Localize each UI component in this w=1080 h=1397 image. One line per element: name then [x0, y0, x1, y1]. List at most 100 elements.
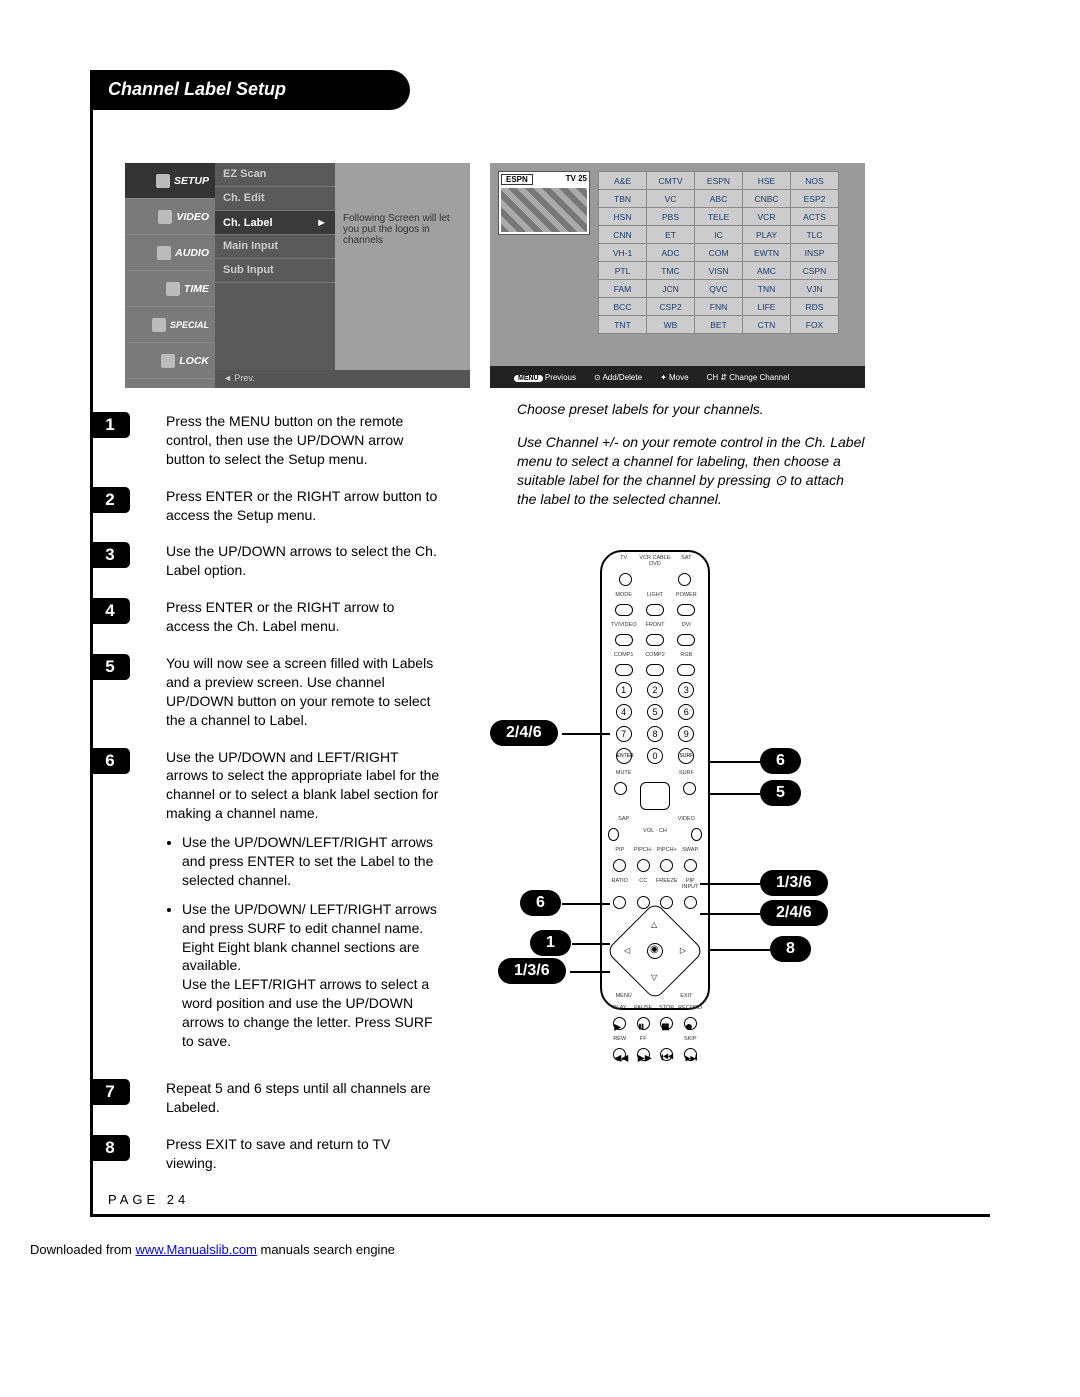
skip-back-button[interactable]: ⏮	[660, 1048, 673, 1061]
preview-image	[501, 188, 587, 232]
channel-label-screenshot: ESPNTV 25 A&ECMTVESPNHSENOSTBNVCABCCNBCE…	[490, 163, 865, 388]
comp2-button[interactable]	[646, 664, 664, 676]
menu-item: EZ Scan	[215, 163, 335, 187]
vol-ch-rocker[interactable]	[640, 782, 670, 810]
numpad-enter[interactable]: ENTER	[616, 748, 632, 764]
ratio-button[interactable]	[613, 896, 626, 909]
setup-menu-screenshot: SETUP VIDEO AUDIO TIME SPECIAL LOCK EZ S…	[125, 163, 470, 388]
numpad-4[interactable]: 4	[616, 704, 632, 720]
channel-cell: A&E	[599, 172, 647, 190]
channel-cell: IC	[695, 226, 743, 244]
channel-cell: FNN	[695, 298, 743, 316]
chevron-right-icon: ►	[316, 217, 327, 229]
step-text: Press ENTER or the RIGHT arrow button to…	[166, 487, 440, 525]
channel-cell: TNN	[743, 280, 791, 298]
tvvideo-button[interactable]	[615, 634, 633, 646]
step-number: 8	[90, 1135, 130, 1161]
special-icon	[152, 318, 166, 332]
channel-cell: PTL	[599, 262, 647, 280]
comp1-button[interactable]	[615, 664, 633, 676]
menu-item: Main Input	[215, 235, 335, 259]
setup-icon	[156, 174, 170, 188]
step-number: 1	[90, 412, 130, 438]
channel-cell: CSPN	[791, 262, 839, 280]
channel-cell: TBN	[599, 190, 647, 208]
front-button[interactable]	[646, 634, 664, 646]
menu-tab-time: TIME	[125, 271, 215, 307]
download-footer: Downloaded from www.Manualslib.com manua…	[30, 1242, 395, 1257]
channel-cell: FOX	[791, 316, 839, 334]
manualslib-link[interactable]: www.Manualslib.com	[136, 1242, 257, 1257]
video-button[interactable]	[691, 828, 702, 841]
channel-cell: VC	[647, 190, 695, 208]
pip-button[interactable]	[613, 859, 626, 872]
channel-cell: AMC	[743, 262, 791, 280]
numpad-7[interactable]: 7	[616, 726, 632, 742]
channel-cell: CSP2	[647, 298, 695, 316]
sap-button[interactable]	[608, 828, 619, 841]
menu-tab-audio: AUDIO	[125, 235, 215, 271]
swap-button[interactable]	[684, 859, 697, 872]
channel-cell: VJN	[791, 280, 839, 298]
light-button[interactable]	[646, 604, 664, 616]
numpad-6[interactable]: 6	[678, 704, 694, 720]
callout-badge: 2/4/6	[760, 900, 828, 926]
steps-list: 1Press the MENU button on the remote con…	[90, 412, 440, 1191]
skip-fwd-button[interactable]: ⏭	[684, 1048, 697, 1061]
channel-cell: BCC	[599, 298, 647, 316]
stop-button[interactable]: ■	[660, 1017, 673, 1030]
mute-button[interactable]	[614, 782, 627, 795]
menu-description: Following Screen will let you put the lo…	[335, 163, 470, 388]
pipch-minus-button[interactable]	[637, 859, 650, 872]
numpad-2[interactable]: 2	[647, 682, 663, 698]
rgb-button[interactable]	[677, 664, 695, 676]
pipinput-button[interactable]	[684, 896, 697, 909]
channel-cell: EWTN	[743, 244, 791, 262]
channel-cell: JCN	[647, 280, 695, 298]
right-arrow-icon[interactable]: ▷	[680, 946, 686, 955]
numpad-0[interactable]: 0	[647, 748, 663, 764]
channel-cell: ESP2	[791, 190, 839, 208]
channel-cell: BET	[695, 316, 743, 334]
channel-cell: NOS	[791, 172, 839, 190]
up-arrow-icon[interactable]: △	[651, 920, 657, 929]
callout-badge: 1	[530, 930, 571, 956]
step-text: Use the UP/DOWN arrows to select the Ch.…	[166, 542, 440, 580]
lock-icon	[161, 354, 175, 368]
video-icon	[158, 210, 172, 224]
numpad-5[interactable]: 5	[647, 704, 663, 720]
channel-cell: TNT	[599, 316, 647, 334]
dpad[interactable]: △ ▽ ◁ ▷	[620, 916, 690, 986]
menu-footer: ◄ Prev.	[215, 370, 470, 388]
numpad-9[interactable]: 9	[678, 726, 694, 742]
channel-cell: CNN	[599, 226, 647, 244]
rew-button[interactable]: ◂◂	[613, 1048, 626, 1061]
callout-badge: 2/4/6	[490, 720, 558, 746]
remote-control: TVVCR CABLE DVDSAT MODELIGHTPOWER TV/VID…	[600, 550, 710, 1010]
enter-button[interactable]	[647, 943, 663, 959]
pause-button[interactable]: ⏸	[637, 1017, 650, 1030]
channel-cell: QVC	[695, 280, 743, 298]
page-number: PAGE 24	[108, 1192, 189, 1207]
ff-button[interactable]: ▸▸	[637, 1048, 650, 1061]
play-button[interactable]: ▸	[613, 1017, 626, 1030]
channel-cell: HSE	[743, 172, 791, 190]
surf-button[interactable]	[683, 782, 696, 795]
menu-item-selected: Ch. Label►	[215, 211, 335, 235]
freeze-button[interactable]	[660, 896, 673, 909]
left-arrow-icon[interactable]: ◁	[624, 946, 630, 955]
numpad-surf[interactable]: SURF	[678, 748, 694, 764]
pipch-plus-button[interactable]	[660, 859, 673, 872]
down-arrow-icon[interactable]: ▽	[651, 973, 657, 982]
channel-grid: A&ECMTVESPNHSENOSTBNVCABCCNBCESP2HSNPBST…	[598, 171, 839, 334]
page-title: Channel Label Setup	[90, 70, 410, 110]
dvi-button[interactable]	[677, 634, 695, 646]
record-button[interactable]: ●	[684, 1017, 697, 1030]
numpad-8[interactable]: 8	[647, 726, 663, 742]
mode-button[interactable]	[615, 604, 633, 616]
numpad-1[interactable]: 1	[616, 682, 632, 698]
channel-cell: WB	[647, 316, 695, 334]
menu-item: Ch. Edit	[215, 187, 335, 211]
numpad-3[interactable]: 3	[678, 682, 694, 698]
power-button[interactable]	[677, 604, 695, 616]
